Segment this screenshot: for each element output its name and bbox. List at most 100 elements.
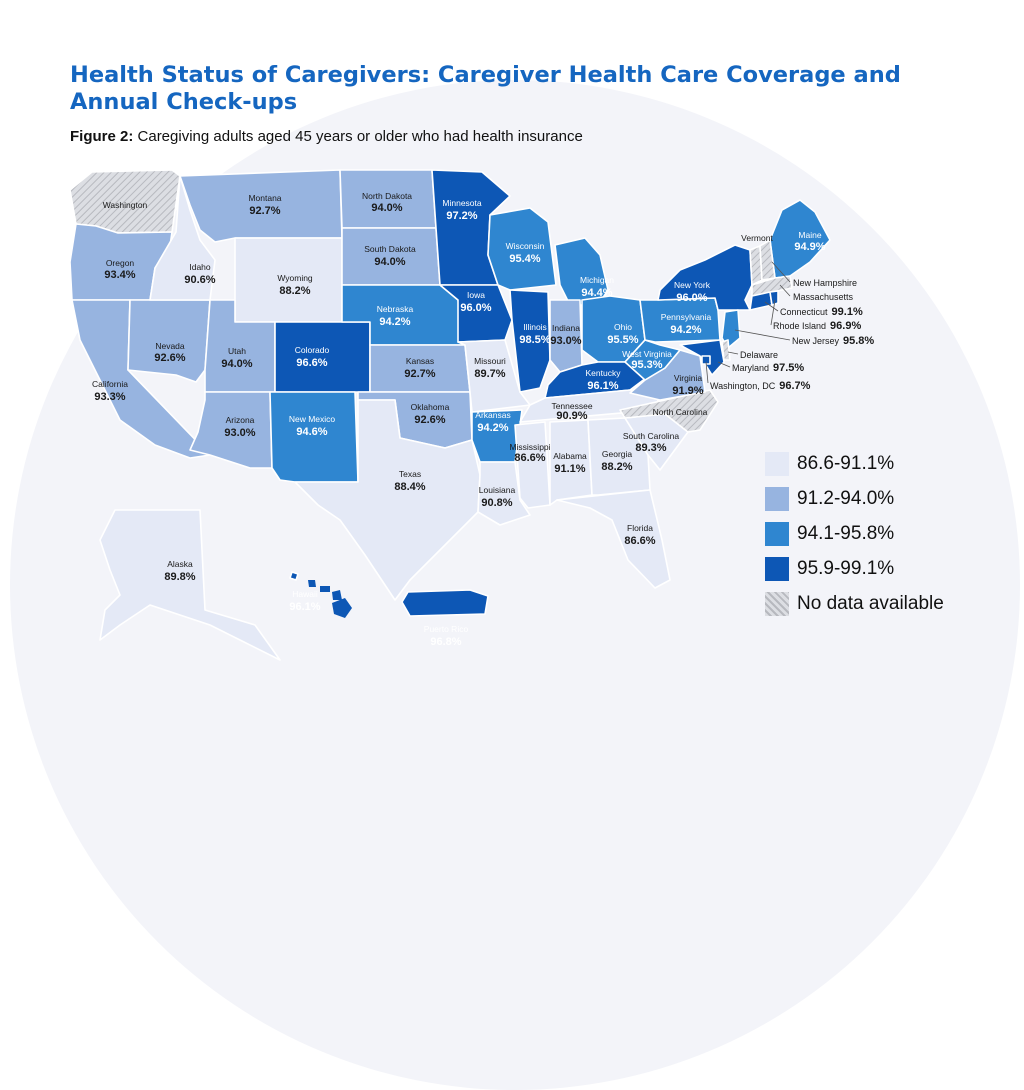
label-south-dakota-name: South Dakota — [364, 244, 416, 254]
label-mississippi-value: 86.6% — [514, 452, 545, 464]
label-ohio-name: Ohio — [614, 322, 632, 332]
legend-label-bin4: 95.9-99.1% — [797, 557, 895, 579]
label-north-dakota-name: North Dakota — [362, 191, 412, 201]
label-idaho-value: 90.6% — [184, 274, 215, 286]
figure-label: Figure 2: — [70, 128, 134, 145]
label-washington-dc: Washington, DC 96.7% — [710, 380, 811, 392]
label-new-jersey-value: 95.8% — [843, 335, 874, 347]
state-hawaii-island-3 — [332, 598, 352, 618]
leader-new-jersey — [734, 329, 791, 341]
label-arizona-value: 93.0% — [224, 427, 255, 439]
state-new-jersey — [721, 309, 741, 349]
label-colorado-name: Colorado — [295, 345, 330, 355]
legend-item-bin3: 94.1-95.8% — [765, 516, 944, 551]
state-florida — [556, 489, 671, 589]
state-hawaii-island-1 — [320, 586, 330, 592]
label-kansas-value: 92.7% — [404, 368, 435, 380]
label-maine-value: 94.9% — [794, 241, 825, 253]
label-tennessee-name: Tennessee — [551, 401, 592, 411]
state-mississippi — [514, 421, 551, 509]
label-idaho-name: Idaho — [189, 262, 211, 272]
label-north-carolina-name: North Carolina — [653, 407, 708, 417]
label-maine-name: Maine — [798, 230, 821, 240]
label-missouri-value: 89.7% — [474, 368, 505, 380]
label-oregon-name: Oregon — [106, 258, 135, 268]
label-indiana-name: Indiana — [552, 323, 580, 333]
label-arkansas-name: Arkansas — [475, 410, 510, 420]
label-washington-dc-value: 96.7% — [779, 380, 810, 392]
map-legend: 86.6-91.1% 91.2-94.0% 94.1-95.8% 95.9-99… — [765, 446, 944, 621]
legend-item-bin4: 95.9-99.1% — [765, 551, 944, 586]
label-tennessee-value: 90.9% — [556, 410, 587, 422]
label-alaska-name: Alaska — [167, 559, 193, 569]
label-new-jersey: New Jersey 95.8% — [792, 335, 874, 347]
label-virginia-value: 91.9% — [672, 385, 703, 397]
label-california-name: California — [92, 379, 128, 389]
label-nebraska-name: Nebraska — [377, 304, 414, 314]
label-minnesota-value: 97.2% — [446, 210, 477, 222]
state-hawaii-island-2 — [332, 590, 342, 600]
label-new-mexico-value: 94.6% — [296, 426, 327, 438]
label-pennsylvania-name: Pennsylvania — [661, 312, 712, 322]
label-louisiana-value: 90.8% — [481, 497, 512, 509]
label-washington-name: Washington — [103, 200, 148, 210]
state-alaska — [99, 509, 281, 661]
label-rhode-island: Rhode Island 96.9% — [773, 320, 861, 332]
label-michigan-value: 94.4% — [581, 287, 612, 299]
label-texas-name: Texas — [399, 469, 421, 479]
label-west-virginia-value: 95.3% — [631, 359, 662, 371]
state-missouri — [457, 339, 531, 413]
label-alaska-value: 89.8% — [164, 571, 195, 583]
legend-label-bin2: 91.2-94.0% — [797, 487, 895, 509]
label-massachusetts-name: Massachusetts — [793, 292, 854, 302]
legend-swatch-nodata — [765, 591, 789, 616]
label-puerto-rico-value: 96.8% — [430, 636, 461, 648]
label-arkansas-value: 94.2% — [477, 422, 508, 434]
label-georgia-name: Georgia — [602, 449, 633, 459]
label-vermont-name: Vermont — [741, 233, 773, 243]
legend-label-nodata: No data available — [797, 592, 944, 614]
label-delaware: Delaware — [740, 350, 778, 360]
label-washington-dc-name: Washington, DC — [710, 381, 776, 391]
figure-caption-text: Caregiving adults aged 45 years or older… — [137, 128, 583, 145]
state-north-carolina — [619, 389, 719, 433]
leader-maryland — [717, 361, 731, 368]
legend-item-nodata: No data available — [765, 586, 944, 621]
page-title: Health Status of Caregivers: Caregiver H… — [70, 62, 901, 115]
label-illinois-name: Illinois — [523, 322, 547, 332]
label-mississippi-name: Mississippi — [509, 442, 550, 452]
label-california-value: 93.3% — [94, 391, 125, 403]
label-massachusetts: Massachusetts — [793, 292, 854, 302]
state-texas — [294, 399, 481, 601]
leader-washington-dc — [705, 361, 709, 384]
label-pennsylvania-value: 94.2% — [670, 324, 701, 336]
label-oregon-value: 93.4% — [104, 269, 135, 281]
leader-massachusetts — [779, 284, 791, 297]
label-new-hampshire-name: New Hampshire — [793, 278, 857, 288]
label-missouri-name: Missouri — [474, 356, 506, 366]
label-south-carolina-name: South Carolina — [623, 431, 680, 441]
label-nevada-value: 92.6% — [154, 352, 185, 364]
legend-swatch-bin1 — [765, 451, 789, 476]
label-new-jersey-name: New Jersey — [792, 336, 840, 346]
label-wyoming-value: 88.2% — [279, 285, 310, 297]
label-wisconsin-name: Wisconsin — [506, 241, 545, 251]
label-puerto-rico-name: Puerto Rico — [424, 624, 469, 634]
label-michigan-name: Michigan — [580, 275, 614, 285]
label-new-hampshire: New Hampshire — [793, 278, 857, 288]
label-arizona-name: Arizona — [226, 415, 255, 425]
label-louisiana-name: Louisiana — [479, 485, 516, 495]
label-illinois-value: 98.5% — [519, 334, 550, 346]
label-south-carolina-value: 89.3% — [635, 442, 666, 454]
label-north-dakota-value: 94.0% — [371, 202, 402, 214]
label-texas-value: 88.4% — [394, 481, 425, 493]
label-ohio-value: 95.5% — [607, 334, 638, 346]
label-minnesota-name: Minnesota — [442, 198, 481, 208]
label-oklahoma-name: Oklahoma — [411, 402, 450, 412]
label-iowa-value: 96.0% — [460, 302, 491, 314]
label-hawaii-value: 96.1% — [289, 601, 320, 613]
label-new-york-name: New York — [674, 280, 711, 290]
label-utah-name: Utah — [228, 346, 246, 356]
label-colorado-value: 96.6% — [296, 357, 327, 369]
label-maryland-value: 97.5% — [773, 362, 804, 374]
